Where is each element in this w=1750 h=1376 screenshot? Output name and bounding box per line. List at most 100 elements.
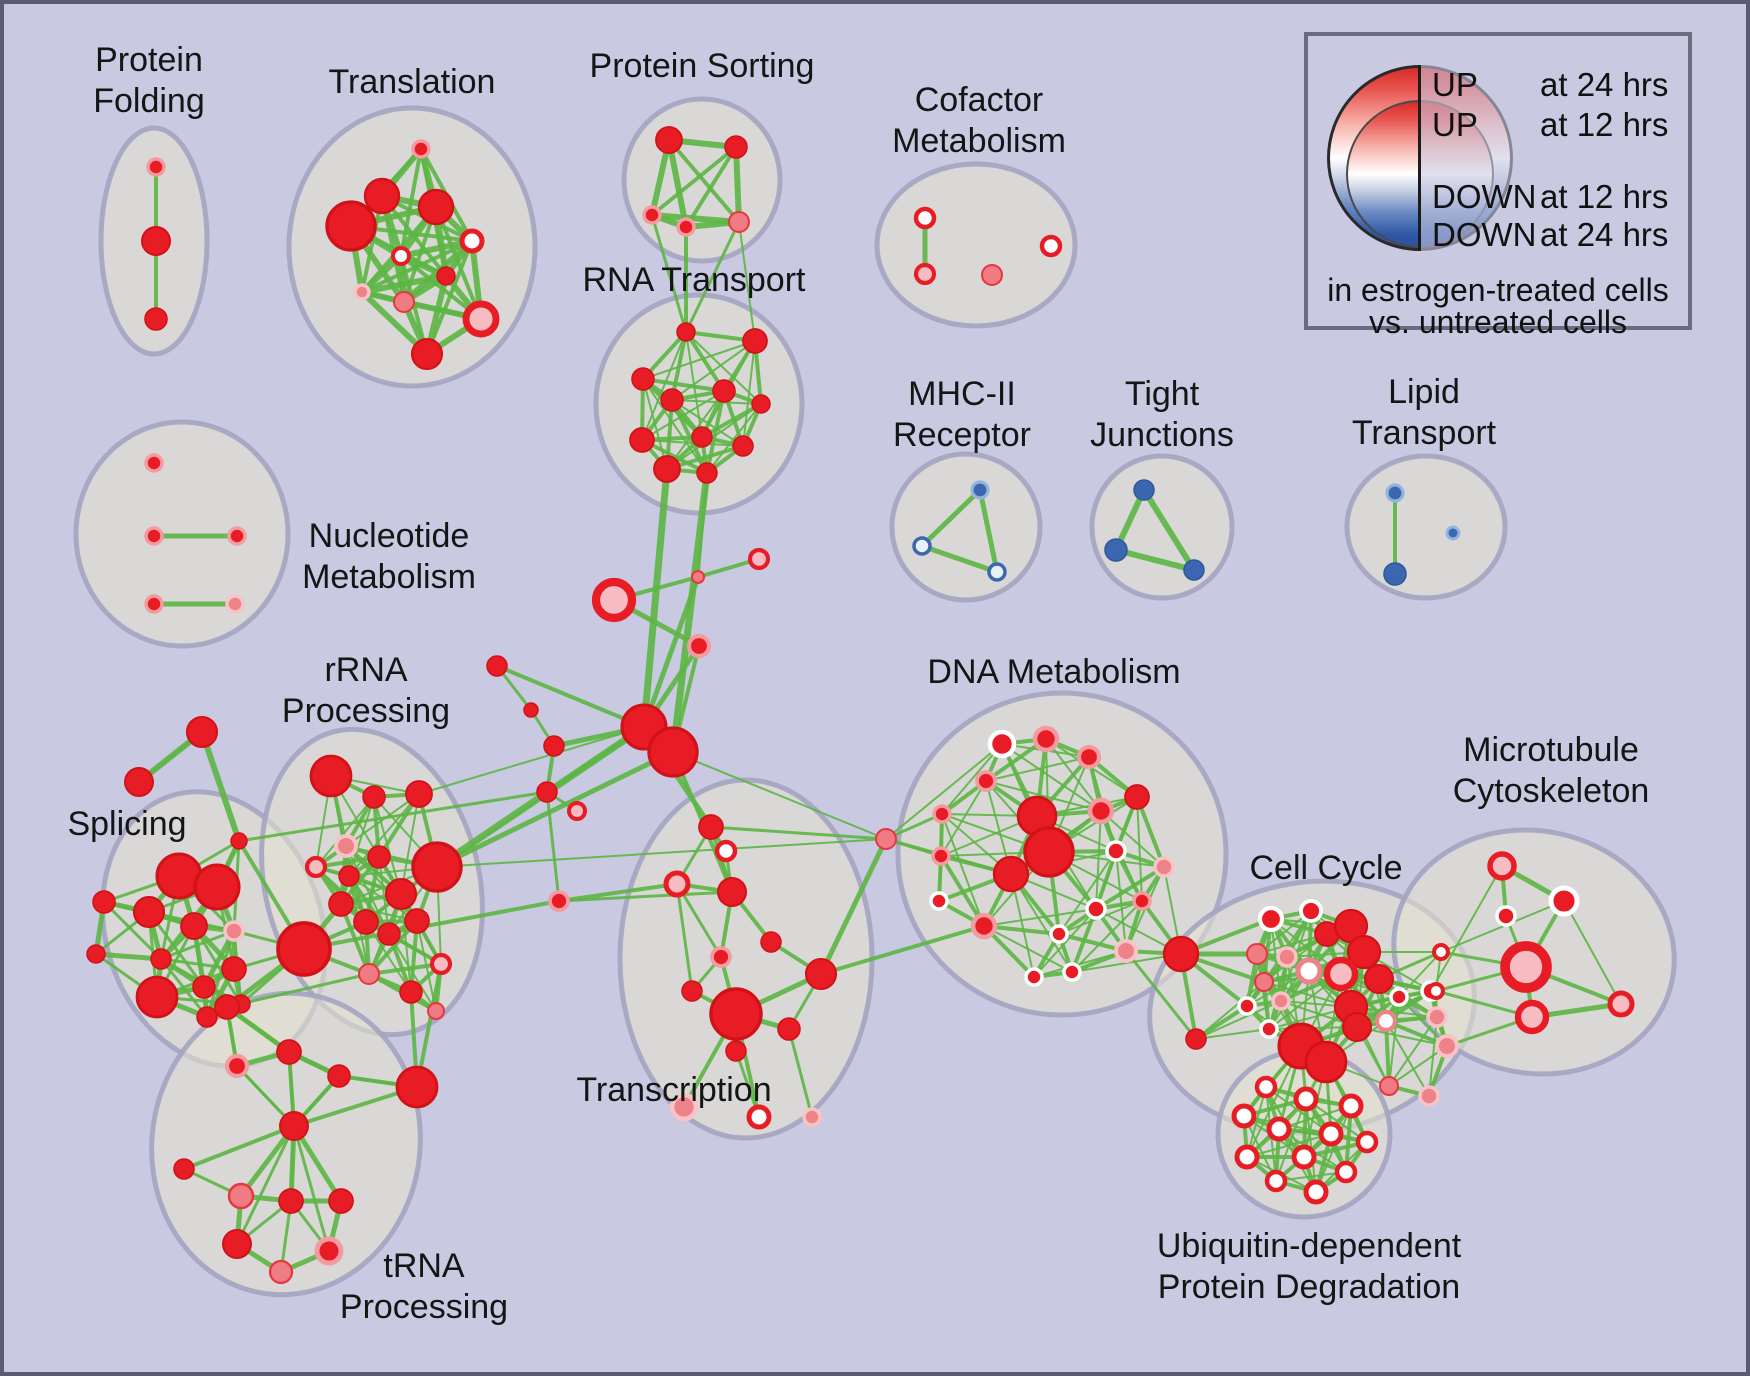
gene-node [1132,891,1152,911]
interaction-edge [919,487,983,549]
gene-node [377,922,401,946]
gene-node [1032,725,1060,753]
interaction-edge [1563,900,1622,1005]
gene-node [1124,784,1150,810]
gene-node [462,300,500,338]
legend-direction: DOWN [1432,178,1537,215]
gene-node [567,801,587,821]
gene-node [124,767,154,797]
legend-time: at 12 hrs [1540,106,1669,143]
gene-node [1295,957,1323,985]
gene-node [691,426,713,448]
gene-node [970,912,998,940]
interaction-edge [1136,796,1143,902]
legend-divider-line [1418,65,1421,251]
gene-node [358,963,380,985]
gene-node [1426,1006,1448,1028]
interaction-edge [787,1027,814,1119]
interaction-edge [1430,865,1503,992]
gene-node [1185,1028,1207,1050]
gene-node [144,526,164,546]
gene-node [523,702,539,718]
cluster-label-protein-sorting: Protein Sorting [589,47,815,85]
gene-node [223,920,245,942]
gene-node [1342,1012,1372,1042]
gene-node [384,877,418,911]
gene-node [395,1065,439,1109]
gene-node [278,1188,304,1214]
gene-node [987,562,1007,582]
gene-node [1379,1076,1399,1096]
gene-node [1133,479,1155,501]
gene-node [327,1064,351,1088]
interaction-edge [705,389,726,475]
gene-node [629,427,655,453]
gene-node [725,1040,747,1062]
interaction-edge [983,908,1097,927]
gene-node [141,226,171,256]
gene-node [227,526,247,546]
cluster-label-nucleotide: Nucleotide [308,517,470,555]
gene-node [970,480,990,500]
gene-node [391,246,411,266]
interaction-edge [672,751,887,840]
cluster-ellipse-cf [874,161,1078,329]
interaction-edge [237,790,549,843]
legend-row: DOWN at 12 hrs [1432,178,1694,215]
cluster-label-rrna: Processing [281,692,451,730]
gene-node [404,908,430,934]
interaction-edge [1071,953,1182,973]
interaction-edge [1388,996,1400,1087]
gene-node [399,980,423,1004]
cluster-ellipse-mhc [889,451,1043,603]
gene-node [222,1229,252,1259]
interaction-edge [706,403,762,474]
gene-node [669,1092,699,1122]
legend-faded-half [1420,60,1520,258]
gene-node [362,785,386,809]
gene-node [1246,943,1268,965]
gene-node [436,266,456,286]
cluster-ellipse-tj [1089,453,1235,601]
cluster-label-microtubule: Cytoskeleton [1452,772,1650,810]
gene-node [146,157,166,177]
gene-node [1334,1160,1358,1184]
interaction-edge [667,138,741,224]
interaction-edge [1033,908,1097,978]
interaction-edge [1001,743,1102,812]
interaction-edge [365,921,412,993]
gene-node [1346,934,1382,970]
gene-node [367,845,391,869]
gene-node [655,126,683,154]
gene-node [410,337,444,371]
gene-node [802,1107,822,1127]
gene-node [992,855,1030,893]
gene-node [135,975,179,1019]
legend-time: at 24 hrs [1540,216,1669,253]
gene-node [486,655,508,677]
interaction-edge [1398,951,1442,998]
legend-direction: DOWN [1432,216,1537,253]
interaction-edge [642,378,708,474]
gene-node [1085,898,1107,920]
gene-node [1087,797,1115,825]
gene-node [543,735,565,757]
gene-node [1114,939,1138,963]
cluster-label-transcription: Transcription [576,1071,772,1109]
gene-node [681,980,703,1002]
interaction-edge [1246,1133,1332,1158]
interaction-edge [1113,547,1197,573]
cluster-label-nucleotide: Metabolism [302,558,476,596]
network-svg [73,96,1677,1298]
gene-node [1266,1116,1292,1142]
cluster-ellipse-lt [1344,453,1508,601]
legend-row: DOWN at 24 hrs [1432,216,1694,253]
gene-node [1254,972,1274,992]
interaction-edge [400,793,420,895]
gene-node [1076,744,1102,770]
interaction-edge [1141,487,1197,573]
gene-node [1237,996,1257,1016]
interaction-edge [1058,850,1117,935]
gene-node [717,877,747,907]
gene-node [875,828,897,850]
